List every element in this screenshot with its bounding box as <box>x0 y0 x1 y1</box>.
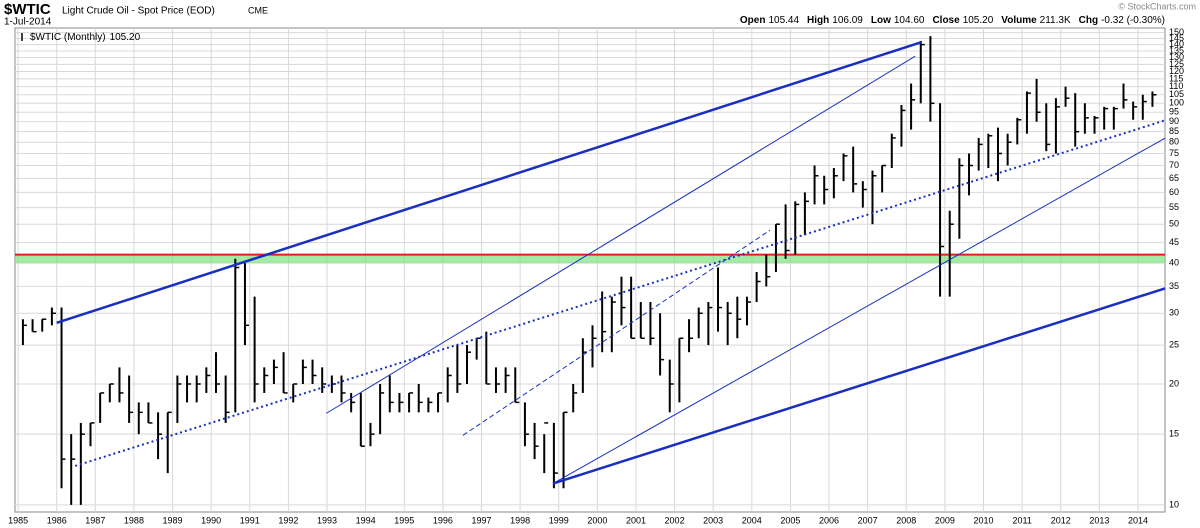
x-tick-label: 2009 <box>935 515 955 525</box>
quote-value: 104.60 <box>894 15 925 26</box>
x-tick-label: 1994 <box>356 515 376 525</box>
exchange: CME <box>248 5 268 15</box>
x-tick-label: 2001 <box>626 515 646 525</box>
legend: $WTIC (Monthly) 105.20 <box>30 32 141 43</box>
x-tick-label: 1999 <box>549 515 569 525</box>
y-tick-label: 90 <box>1169 116 1179 126</box>
trend-line <box>462 229 771 436</box>
x-tick-label: 1990 <box>201 515 221 525</box>
y-tick-label: 45 <box>1169 237 1179 247</box>
y-tick-label: 95 <box>1169 107 1179 117</box>
x-tick-label: 1992 <box>278 515 298 525</box>
y-tick-label: 100 <box>1169 98 1184 108</box>
y-tick-label: 35 <box>1169 281 1179 291</box>
y-tick-label: 145 <box>1169 33 1184 43</box>
quote-value: 105.44 <box>768 15 799 26</box>
y-tick-label: 75 <box>1169 148 1179 158</box>
y-tick-label: 50 <box>1169 219 1179 229</box>
x-tick-label: 2014 <box>1128 515 1148 525</box>
y-tick-label: 110 <box>1169 81 1183 91</box>
trend-line <box>552 287 1166 485</box>
x-tick-label: 2002 <box>665 515 685 525</box>
y-tick-label: 85 <box>1169 126 1179 136</box>
y-tick-label: 25 <box>1169 339 1179 349</box>
x-tick-label: 1996 <box>433 515 453 525</box>
x-tick-label: 2000 <box>587 515 607 525</box>
trend-line <box>552 137 1166 485</box>
x-tick-label: 2004 <box>742 515 762 525</box>
quote-value: 211.3K <box>1040 15 1071 26</box>
quote-label: Low <box>871 15 891 26</box>
plot-area <box>15 28 1166 512</box>
x-tick-label: 1998 <box>510 515 530 525</box>
x-tick-label: 2010 <box>973 515 993 525</box>
y-tick-label: 140 <box>1169 39 1184 49</box>
y-tick-label: 10 <box>1169 499 1179 509</box>
x-tick-label: 1991 <box>240 515 260 525</box>
y-tick-label: 135 <box>1169 45 1184 55</box>
x-tick-label: 2012 <box>1051 515 1071 525</box>
symbol: $WTIC <box>4 1 51 18</box>
y-tick-label: 30 <box>1169 308 1179 318</box>
y-tick-label: 65 <box>1169 173 1179 183</box>
y-tick-label: 70 <box>1169 160 1179 170</box>
y-tick-label: 80 <box>1169 137 1179 147</box>
x-tick-label: 1986 <box>47 515 67 525</box>
x-tick-label: 1993 <box>317 515 337 525</box>
trend-line <box>74 119 1166 467</box>
y-tick-label: 125 <box>1169 59 1184 69</box>
y-tick-label: 120 <box>1169 66 1184 76</box>
y-tick-label: 55 <box>1169 202 1179 212</box>
quote-label: Chg <box>1079 15 1098 26</box>
x-tick-label: 2007 <box>858 515 878 525</box>
chart-title: Light Crude Oil - Spot Price (EOD) <box>62 6 215 17</box>
x-tick-label: 1985 <box>8 515 28 525</box>
legend-name: $WTIC (Monthly) <box>30 32 106 43</box>
y-tick-label: 115 <box>1169 73 1183 83</box>
y-tick-label: 105 <box>1169 89 1184 99</box>
x-tick-label: 2008 <box>896 515 916 525</box>
quote-label: High <box>807 15 829 26</box>
x-tick-label: 1989 <box>163 515 183 525</box>
x-tick-label: 2006 <box>819 515 839 525</box>
trend-line <box>325 55 916 414</box>
watermark: © StockCharts.com <box>1118 1 1196 11</box>
trend-line <box>56 41 922 325</box>
quote-label: Open <box>740 15 766 26</box>
plot-frame <box>14 27 1166 513</box>
x-tick-label: 1995 <box>394 515 414 525</box>
band <box>15 254 1165 264</box>
x-tick-label: 1988 <box>124 515 144 525</box>
y-tick-label: 130 <box>1169 52 1184 62</box>
legend-value: 105.20 <box>110 32 141 43</box>
x-tick-label: 2011 <box>1012 515 1031 525</box>
quote-label: Volume <box>1001 15 1037 26</box>
y-tick-label: 60 <box>1169 187 1179 197</box>
x-tick-label: 1987 <box>85 515 105 525</box>
x-tick-label: 2013 <box>1089 515 1109 525</box>
y-tick-label: 150 <box>1169 27 1184 37</box>
x-tick-label: 2005 <box>780 515 800 525</box>
quote-value: 105.20 <box>963 15 994 26</box>
quote-value: -0.32 (-0.30%) <box>1101 15 1165 26</box>
x-tick-label: 2003 <box>703 515 723 525</box>
date: 1-Jul-2014 <box>4 17 52 28</box>
quote-value: 106.09 <box>832 15 863 26</box>
quote: Open 105.44 High 106.09 Low 104.60 Close 105.20… <box>740 15 1165 26</box>
quote-label: Close <box>932 15 960 26</box>
y-tick-label: 40 <box>1169 257 1179 267</box>
y-tick-label: 20 <box>1169 378 1179 388</box>
x-tick-label: 1997 <box>471 515 491 525</box>
y-tick-label: 15 <box>1169 429 1179 439</box>
